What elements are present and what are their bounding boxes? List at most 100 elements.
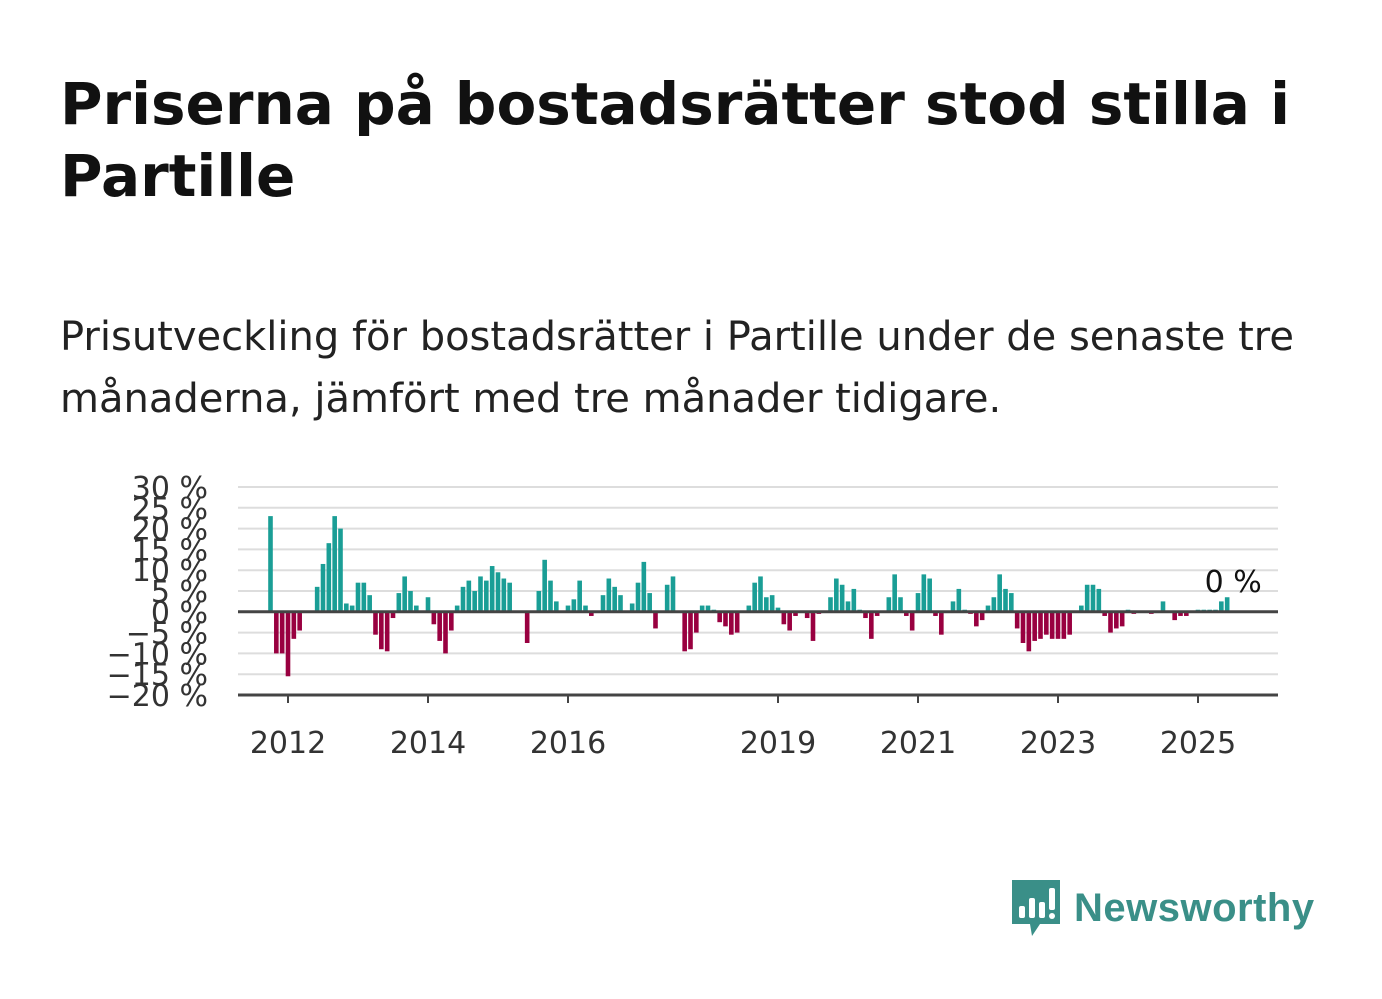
bar bbox=[361, 582, 367, 612]
bar bbox=[863, 611, 868, 619]
bar bbox=[939, 611, 944, 635]
y-tick-label: −15 % bbox=[107, 658, 208, 693]
bar bbox=[845, 601, 851, 612]
bar bbox=[1067, 611, 1072, 635]
bar bbox=[565, 605, 571, 612]
bar bbox=[472, 591, 477, 612]
bar bbox=[828, 597, 833, 612]
bar bbox=[507, 582, 512, 612]
x-tick-label: 2016 bbox=[530, 726, 606, 761]
bar bbox=[501, 578, 507, 612]
bar bbox=[1090, 584, 1096, 612]
brand-name: Newsworthy bbox=[1074, 885, 1315, 930]
bar bbox=[344, 603, 349, 612]
bar bbox=[437, 611, 442, 641]
bar bbox=[449, 611, 454, 631]
bar bbox=[991, 597, 997, 612]
bar bbox=[355, 582, 361, 612]
newsworthy-logo-icon bbox=[1012, 880, 1060, 936]
bar bbox=[320, 563, 326, 612]
bar bbox=[466, 580, 472, 612]
bar bbox=[974, 611, 979, 627]
bar bbox=[291, 611, 297, 639]
bar bbox=[443, 611, 448, 654]
gridlines bbox=[238, 486, 1278, 676]
bar bbox=[892, 574, 897, 612]
bar bbox=[1038, 611, 1043, 639]
brand-logo: Newsworthy bbox=[1010, 878, 1315, 938]
chart-subtitle: Prisutveckling för bostadsrätter i Parti… bbox=[60, 314, 1294, 422]
bar bbox=[699, 605, 705, 612]
bar bbox=[1003, 588, 1008, 612]
bar bbox=[804, 611, 810, 619]
bar bbox=[612, 586, 617, 612]
bar bbox=[851, 588, 857, 612]
bar bbox=[1114, 611, 1119, 629]
y-tick-label: −5 % bbox=[126, 617, 208, 652]
labels: 30 %25 %20 %15 %10 %5 %0 %−5 %−10 %−15 %… bbox=[107, 471, 1262, 761]
bar bbox=[769, 595, 775, 612]
bar bbox=[758, 576, 763, 612]
y-tick-label: 20 % bbox=[132, 513, 208, 548]
bar bbox=[414, 605, 419, 612]
bar bbox=[314, 586, 320, 612]
bar bbox=[1178, 611, 1183, 616]
y-tick-label: 25 % bbox=[132, 492, 208, 527]
bar bbox=[460, 586, 466, 612]
bar bbox=[268, 516, 273, 612]
bar bbox=[904, 611, 909, 616]
bar bbox=[950, 601, 956, 612]
bar bbox=[589, 611, 594, 616]
bar bbox=[752, 582, 757, 612]
bar bbox=[583, 605, 588, 612]
bar bbox=[408, 591, 413, 612]
bar bbox=[536, 591, 542, 612]
bar bbox=[367, 595, 372, 612]
bar bbox=[810, 611, 816, 641]
y-tick-label: 0 % bbox=[151, 596, 208, 631]
y-tick-label: 10 % bbox=[132, 554, 208, 589]
bar bbox=[898, 597, 903, 612]
bar bbox=[478, 576, 483, 612]
bar bbox=[1026, 611, 1032, 652]
bar bbox=[997, 574, 1002, 612]
bar bbox=[548, 580, 553, 612]
bar bbox=[647, 593, 652, 612]
bar bbox=[705, 605, 711, 612]
bar-chart: 30 %25 %20 %15 %10 %5 %0 %−5 %−10 %−15 %… bbox=[107, 471, 1278, 761]
bar bbox=[834, 578, 839, 612]
bar bbox=[1032, 611, 1037, 641]
bar bbox=[787, 611, 792, 631]
bar bbox=[694, 611, 699, 633]
bar bbox=[629, 603, 635, 612]
bar bbox=[688, 611, 693, 650]
bar bbox=[1079, 605, 1084, 612]
bar bbox=[1009, 593, 1014, 612]
bar bbox=[1014, 611, 1020, 629]
x-tick-label: 2019 bbox=[740, 726, 816, 761]
bar bbox=[641, 561, 647, 612]
bar bbox=[927, 578, 932, 612]
bar bbox=[431, 611, 437, 625]
bar bbox=[577, 580, 582, 612]
bar bbox=[1172, 611, 1177, 621]
y-tick-label: 30 % bbox=[132, 471, 208, 506]
bar bbox=[1184, 611, 1189, 616]
bar bbox=[274, 611, 279, 654]
x-tick-label: 2014 bbox=[390, 726, 466, 761]
bar bbox=[1044, 611, 1049, 635]
bar bbox=[384, 611, 390, 652]
bar bbox=[717, 611, 722, 623]
bar bbox=[618, 595, 623, 612]
bar bbox=[909, 611, 915, 631]
bar bbox=[781, 611, 787, 625]
x-tick-label: 2021 bbox=[880, 726, 956, 761]
bar bbox=[1102, 611, 1107, 616]
bar bbox=[600, 595, 606, 612]
x-tick-label: 2025 bbox=[1160, 726, 1236, 761]
bar bbox=[379, 611, 384, 650]
bar bbox=[524, 611, 530, 643]
bar bbox=[1160, 601, 1166, 612]
bar bbox=[1020, 611, 1026, 643]
bar bbox=[279, 611, 285, 654]
